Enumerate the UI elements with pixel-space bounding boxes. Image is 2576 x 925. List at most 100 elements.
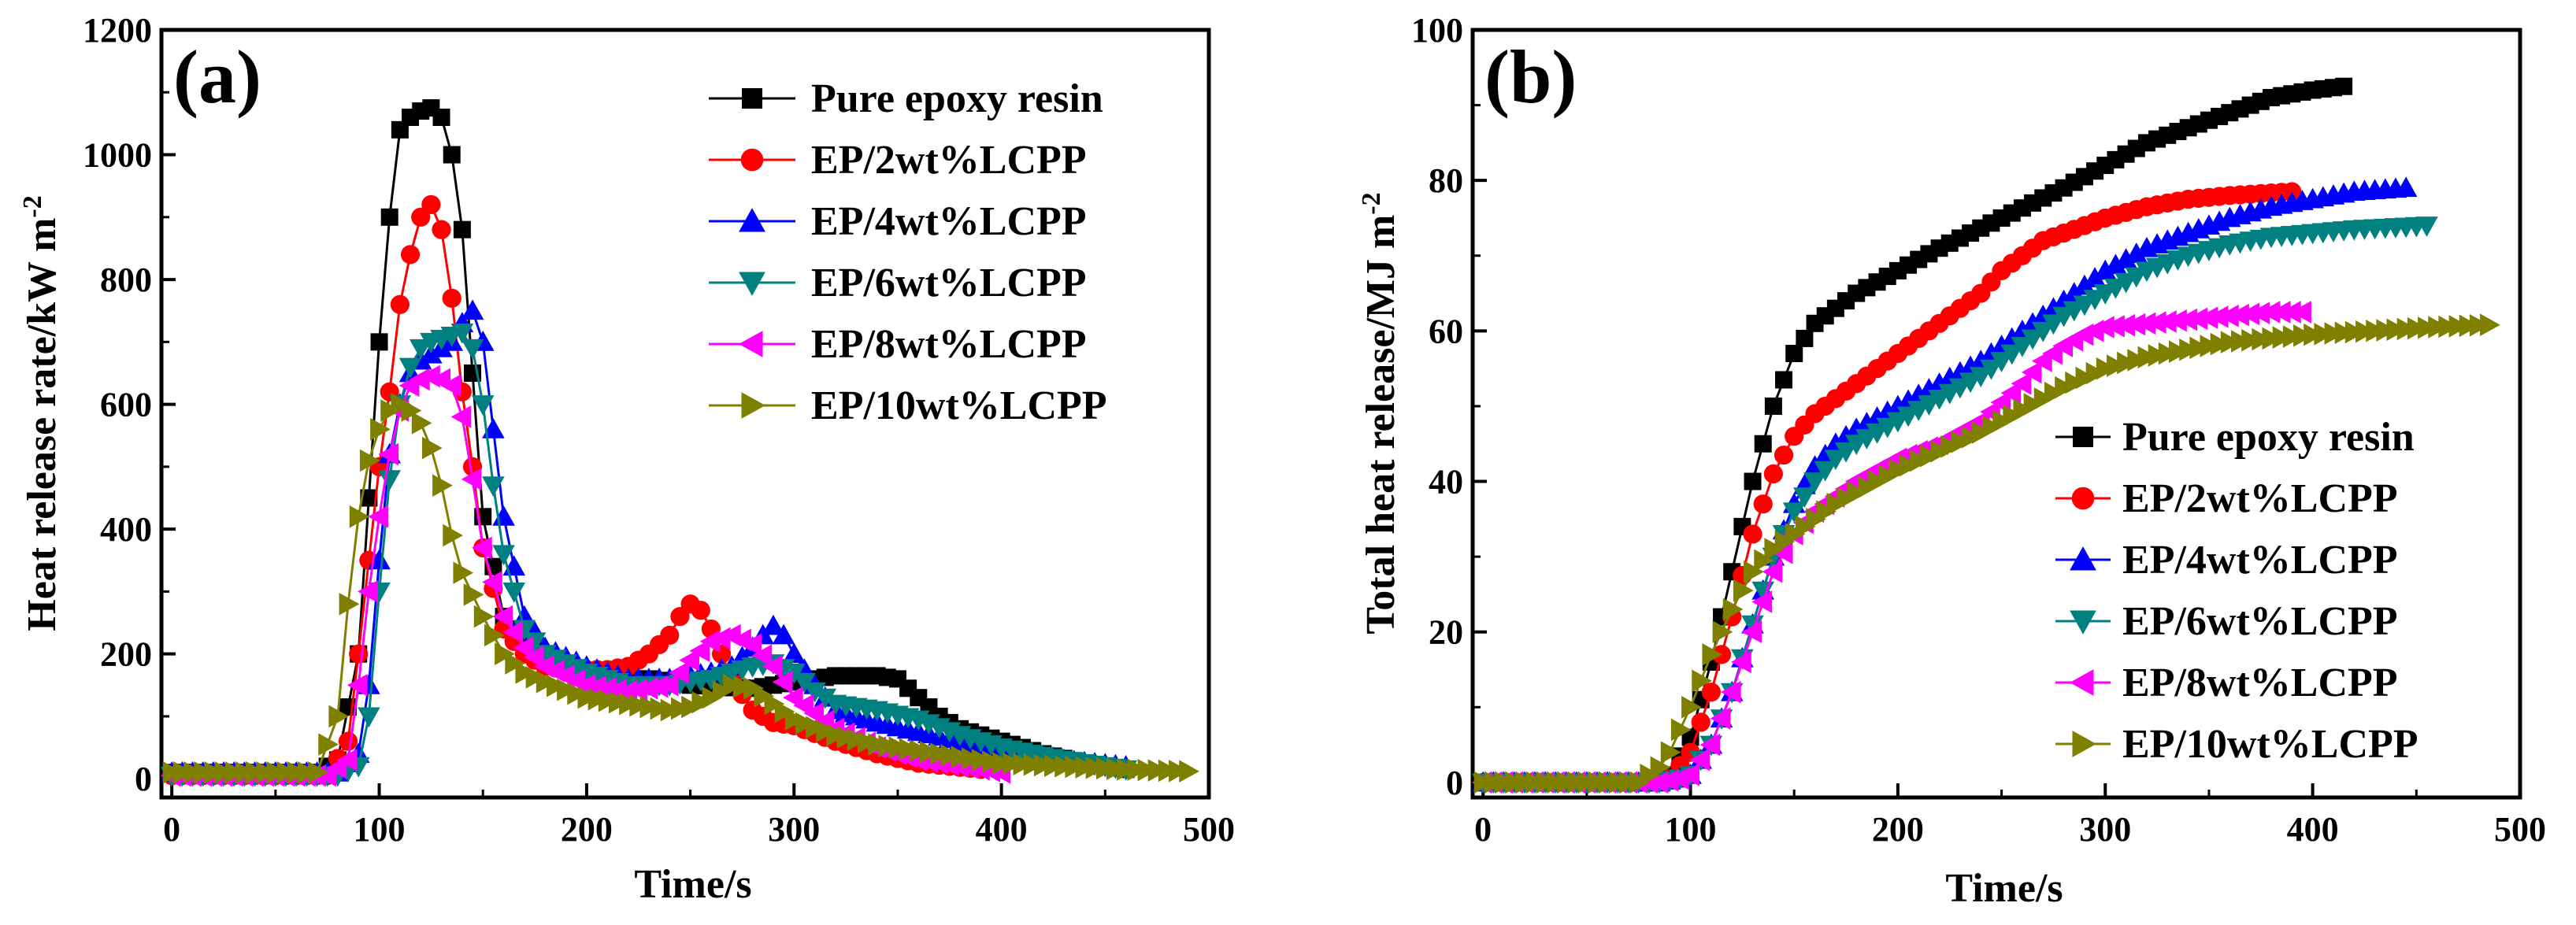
legend-item-b-3: EP/6wt%LCPP	[2055, 599, 2398, 644]
legend-item-b-1: EP/2wt%LCPP	[2055, 476, 2398, 521]
x-axis-label-b: Time/s	[1945, 866, 2063, 911]
data-point-b-5	[2096, 357, 2117, 380]
data-point-a-4	[378, 442, 399, 466]
data-point-b-4	[2280, 301, 2301, 324]
data-point-b-5	[1951, 431, 1972, 453]
data-point-b-4	[2249, 302, 2270, 324]
data-point-a-5	[629, 694, 650, 717]
data-point-b-3	[1814, 461, 1837, 482]
legend-b: Pure epoxy resin EP/2wt%LCPP EP/4wt%LCPP EP…	[2055, 415, 2418, 767]
data-point-a-5	[235, 760, 256, 784]
data-point-a-5	[172, 760, 194, 784]
data-point-b-5	[2272, 326, 2293, 350]
data-point-b-5	[1961, 426, 1982, 449]
data-point-b-2	[2093, 259, 2117, 280]
data-point-b-5	[2334, 321, 2355, 345]
data-point-b-5	[1878, 464, 1900, 487]
x-tick-label-b: 300	[2079, 810, 2131, 849]
data-point-b-5	[1608, 771, 1629, 794]
data-point-a-5	[619, 692, 639, 716]
data-point-a-1	[390, 294, 410, 314]
data-point-b-4	[2104, 315, 2125, 338]
data-point-a-4	[627, 678, 648, 701]
data-point-a-4	[358, 580, 378, 603]
data-point-a-5	[256, 760, 276, 784]
data-point-a-1	[411, 207, 431, 227]
data-point-b-3	[2011, 337, 2034, 357]
data-point-b-0	[1744, 472, 1762, 490]
data-point-a-1	[421, 194, 441, 215]
ticks-b: 0 100 200 300 400 500 0 20 40 60 80 100	[1411, 11, 2546, 849]
data-point-a-0	[370, 333, 388, 351]
legend-label-a-0: Pure epoxy resin	[811, 76, 1103, 121]
data-point-b-5	[1837, 487, 1858, 510]
legend-item-b-0: Pure epoxy resin	[2055, 415, 2415, 460]
legend-marker-a-0	[742, 88, 762, 109]
legend-item-b-4: EP/8wt%LCPP	[2055, 660, 2398, 705]
data-point-a-2	[420, 342, 443, 364]
data-point-a-5	[1169, 760, 1189, 783]
data-point-b-4	[1751, 590, 1773, 613]
data-point-b-5	[1670, 718, 1692, 742]
data-point-b-4	[1720, 680, 1741, 704]
data-point-b-5	[1795, 515, 1816, 538]
data-point-b-5	[1919, 444, 1940, 468]
y-tick-label-b: 0	[1446, 764, 1463, 802]
x-tick-label-a: 400	[976, 810, 1028, 849]
plot-frame-a	[159, 28, 1211, 800]
data-point-a-5	[183, 760, 204, 784]
data-point-b-3	[1782, 502, 1806, 524]
legend-marker-a-2	[739, 208, 765, 232]
data-point-b-5	[1888, 458, 1910, 482]
data-point-a-5	[816, 720, 837, 743]
data-point-b-5	[2179, 338, 2200, 361]
data-point-a-5	[691, 690, 713, 714]
y-axis-label-b-sup: -2	[1357, 192, 1386, 214]
data-point-b-3	[1793, 487, 1816, 508]
legend-label-a-5: EP/10wt%LCPP	[811, 383, 1107, 428]
data-point-b-1	[1701, 683, 1721, 702]
data-point-a-5	[722, 674, 743, 697]
data-point-b-5	[1981, 415, 2003, 438]
data-point-a-5	[784, 708, 806, 731]
data-point-a-5	[608, 690, 629, 714]
x-tick-label-b: 400	[2287, 810, 2339, 849]
data-point-a-4	[502, 620, 524, 644]
data-point-a-4	[523, 646, 544, 668]
data-point-b-4	[2177, 308, 2198, 331]
data-point-b-5	[2366, 320, 2386, 342]
data-point-a-5	[1147, 759, 1169, 782]
data-point-a-3	[450, 324, 474, 344]
data-point-a-5	[1033, 753, 1054, 777]
legend-marker-b-0	[2073, 427, 2093, 447]
data-point-a-4	[347, 674, 368, 697]
legend-item-b-5: EP/10wt%LCPP	[2055, 722, 2418, 767]
y-tick-label-a: 1200	[83, 11, 152, 50]
data-point-b-5	[1806, 508, 1826, 531]
x-tick-label-a: 200	[561, 810, 613, 849]
data-point-b-5	[2459, 314, 2480, 338]
data-point-a-5	[214, 760, 235, 784]
data-point-a-4	[336, 749, 358, 771]
data-point-b-5	[1598, 771, 1619, 794]
data-point-a-5	[505, 652, 526, 675]
data-point-a-0	[432, 108, 450, 126]
data-point-a-3	[398, 357, 422, 379]
data-point-a-3	[358, 707, 380, 728]
data-point-b-3	[2031, 321, 2055, 342]
data-point-b-5	[2418, 316, 2438, 339]
data-point-a-3	[803, 682, 826, 703]
data-point-b-2	[2104, 253, 2127, 275]
data-point-a-5	[473, 605, 495, 628]
data-point-b-3	[1969, 367, 1992, 388]
data-point-b-5	[1940, 435, 1962, 458]
data-point-a-5	[328, 705, 350, 728]
data-point-b-4	[1689, 748, 1711, 771]
data-point-a-1	[442, 288, 461, 308]
legend-item-a-5: EP/10wt%LCPP	[709, 383, 1107, 428]
data-point-a-1	[670, 607, 690, 627]
data-point-a-5	[982, 750, 1003, 773]
data-point-b-4	[1762, 560, 1783, 583]
legend-label-b-5: EP/10wt%LCPP	[2122, 722, 2418, 767]
